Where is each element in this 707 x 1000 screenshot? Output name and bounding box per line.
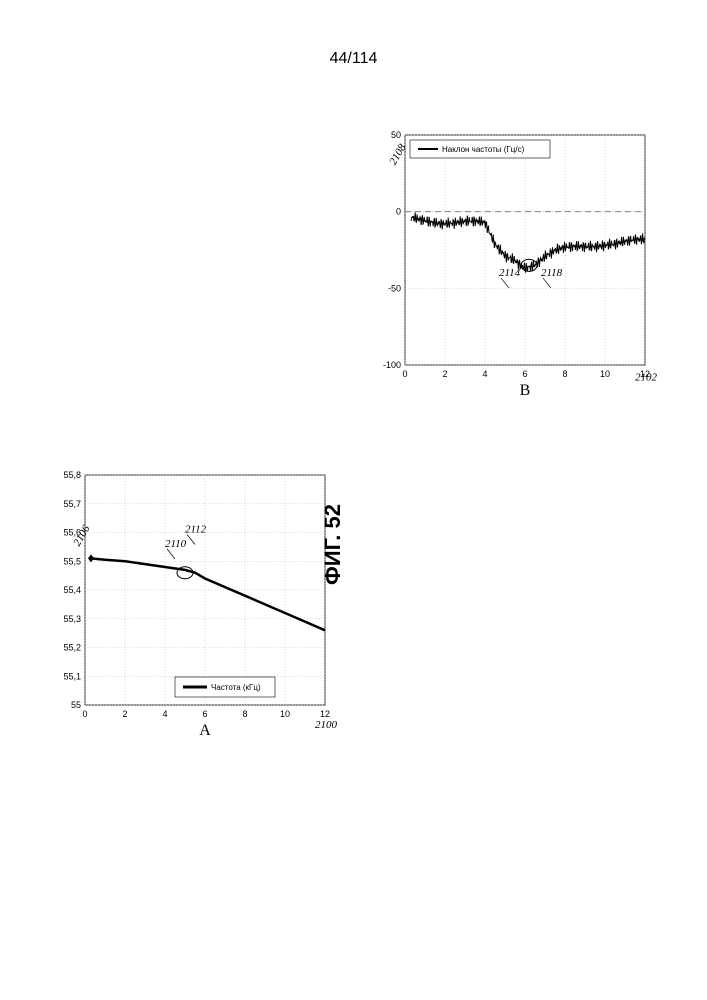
svg-text:50: 50	[391, 130, 401, 140]
svg-text:2114: 2114	[499, 267, 521, 279]
svg-text:8: 8	[242, 709, 247, 719]
figure-container: 0246810125555,155,255,355,455,555,655,75…	[40, 120, 670, 760]
svg-text:Частота (кГц): Частота (кГц)	[211, 683, 261, 692]
svg-text:6: 6	[202, 709, 207, 719]
svg-text:0: 0	[396, 207, 401, 217]
svg-text:12: 12	[320, 709, 330, 719]
svg-text:2118: 2118	[541, 267, 563, 279]
svg-text:2102: 2102	[635, 371, 658, 383]
svg-text:6: 6	[522, 369, 527, 379]
chart-b-svg: 024681012-100-50050Наклон частоты (Гц/с)…	[360, 120, 670, 410]
page-number: 44/114	[330, 50, 378, 68]
svg-text:2: 2	[122, 709, 127, 719]
svg-text:55,8: 55,8	[63, 470, 81, 480]
svg-text:A: A	[199, 722, 211, 739]
svg-text:4: 4	[162, 709, 167, 719]
svg-text:8: 8	[562, 369, 567, 379]
svg-text:-50: -50	[388, 283, 401, 293]
svg-text:55,4: 55,4	[63, 585, 81, 595]
svg-text:10: 10	[280, 709, 290, 719]
svg-text:4: 4	[482, 369, 487, 379]
svg-text:0: 0	[402, 369, 407, 379]
svg-text:0: 0	[82, 709, 87, 719]
svg-text:55,7: 55,7	[63, 499, 81, 509]
svg-text:10: 10	[600, 369, 610, 379]
figure-caption: ФИГ. 52	[320, 504, 346, 585]
svg-text:55: 55	[71, 700, 81, 710]
svg-text:55,2: 55,2	[63, 643, 81, 653]
chart-a-svg: 0246810125555,155,255,355,455,555,655,75…	[40, 460, 350, 750]
svg-text:2112: 2112	[185, 524, 207, 536]
svg-text:B: B	[520, 382, 531, 399]
svg-text:Наклон частоты (Гц/с): Наклон частоты (Гц/с)	[442, 145, 525, 154]
svg-text:55,1: 55,1	[63, 671, 81, 681]
svg-text:2: 2	[442, 369, 447, 379]
svg-text:55,3: 55,3	[63, 614, 81, 624]
chart-b: 024681012-100-50050Наклон частоты (Гц/с)…	[360, 120, 670, 410]
svg-text:-100: -100	[383, 360, 401, 370]
svg-text:55,5: 55,5	[63, 556, 81, 566]
svg-text:2100: 2100	[315, 719, 338, 731]
chart-a: 0246810125555,155,255,355,455,555,655,75…	[40, 460, 350, 750]
svg-text:2110: 2110	[165, 538, 187, 550]
